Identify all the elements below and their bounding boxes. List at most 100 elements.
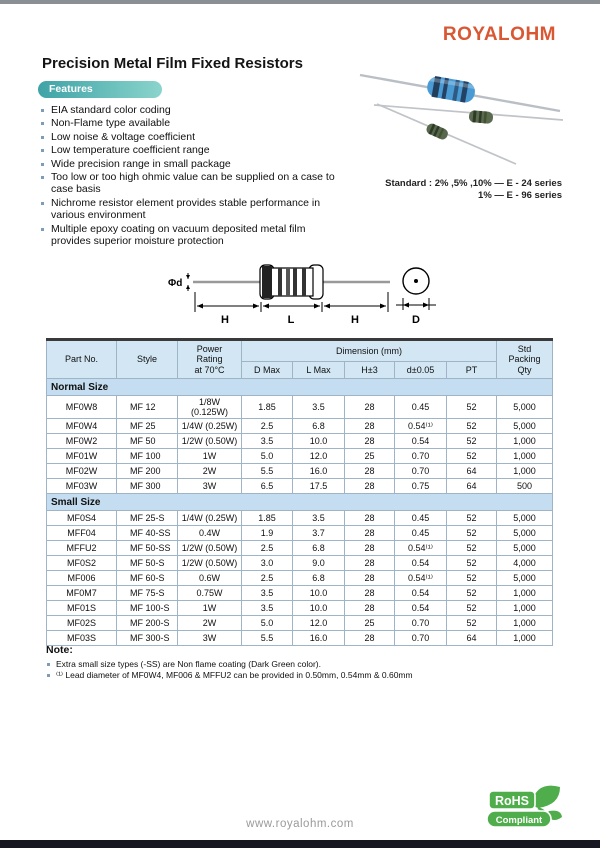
table-cell: MF03S: [46, 630, 117, 646]
table-cell: 0.54: [394, 433, 447, 449]
table-cell: MFF04: [46, 525, 117, 541]
table-cell: 0.54⁽¹⁾: [394, 540, 447, 556]
table-cell: 16.0: [292, 463, 345, 479]
table-cell: MF01W: [46, 448, 117, 464]
length-label: L: [288, 314, 295, 326]
section-label: Small Size: [46, 493, 553, 511]
table-cell: MF006: [46, 570, 117, 586]
table-cell: 0.75W: [177, 585, 242, 601]
col-header-std-packing: Std Packing Qty: [496, 339, 553, 379]
table-cell: 5,000: [496, 418, 553, 434]
h-right-label: H: [351, 314, 359, 326]
table-cell: 52: [446, 600, 497, 616]
table-cell: MF 25-S: [116, 510, 178, 526]
table-cell: 0.54: [394, 600, 447, 616]
table-cell: 2.5: [241, 418, 293, 434]
table-cell: 52: [446, 433, 497, 449]
table-cell: 52: [446, 585, 497, 601]
diameter-label: D: [412, 314, 420, 326]
table-cell: 28: [344, 630, 395, 646]
table-cell: 1.85: [241, 395, 293, 419]
table-cell: MF 300-S: [116, 630, 178, 646]
table-cell: 52: [446, 540, 497, 556]
table-cell: 1,000: [496, 615, 553, 631]
table-row: MF03S MF 300-S 3W 5.5 16.0 28 0.70 64 1,000: [46, 630, 553, 646]
table-row: MF0W8 MF 12 1/8W (0.125W) 1.85 3.5 28 0.45 52 5,…: [46, 395, 553, 419]
table-cell: MF02W: [46, 463, 117, 479]
features-list: EIA standard color coding Non-Flame type …: [40, 104, 336, 248]
table-cell: MF 40-SS: [116, 525, 178, 541]
green-resistor-body: [468, 110, 494, 124]
table-cell: 5,000: [496, 525, 553, 541]
table-cell: 0.75: [394, 478, 447, 494]
table-cell: MF 12: [116, 395, 178, 419]
table-row: MF0S2 MF 50-S 1/2W (0.50W) 3.0 9.0 28 0.54 52 4,…: [46, 555, 553, 571]
table-cell: 3.5: [241, 585, 293, 601]
table-cell: 0.45: [394, 510, 447, 526]
table-cell: 6.8: [292, 540, 345, 556]
table-cell: 1.85: [241, 510, 293, 526]
table-cell: 1/4W (0.25W): [177, 510, 242, 526]
compliant-text: Compliant: [496, 815, 543, 826]
col-header-d-max: D Max: [241, 361, 293, 379]
table-row: MF02W MF 200 2W 5.5 16.0 28 0.70 64 1,000: [46, 463, 553, 479]
table-row: MFFU2 MF 50-SS 1/2W (0.50W) 2.5 6.8 28 0.54⁽¹⁾…: [46, 540, 553, 556]
table-cell: MF 100-S: [116, 600, 178, 616]
lead-wire: [373, 104, 564, 121]
table-cell: 25: [344, 448, 395, 464]
features-badge: Features: [38, 81, 162, 98]
feature-item: Too low or too high ohmic value can be s…: [40, 171, 336, 196]
table-cell: 1/2W (0.50W): [177, 433, 242, 449]
feature-item: EIA standard color coding: [40, 104, 336, 116]
h-left-label: H: [221, 314, 229, 326]
table-cell: 10.0: [292, 600, 345, 616]
table-row: MF02S MF 200-S 2W 5.0 12.0 25 0.70 52 1,000: [46, 615, 553, 631]
table-cell: 52: [446, 418, 497, 434]
table-cell: 64: [446, 478, 497, 494]
table-cell: 5,000: [496, 540, 553, 556]
note-block: Note: Extra small size types (-SS) are N…: [46, 644, 546, 681]
table-cell: 1/2W (0.50W): [177, 555, 242, 571]
table-cell: 28: [344, 555, 395, 571]
table-cell: 0.6W: [177, 570, 242, 586]
table-row: MF01W MF 100 1W 5.0 12.0 25 0.70 52 1,000: [46, 448, 553, 464]
table-section-row: Small Size: [46, 493, 553, 511]
table-cell: MF 75-S: [116, 585, 178, 601]
table-cell: MF 200-S: [116, 615, 178, 631]
table-cell: 10.0: [292, 585, 345, 601]
table-row: MF0M7 MF 75-S 0.75W 3.5 10.0 28 0.54 52 1,000: [46, 585, 553, 601]
table-cell: 28: [344, 600, 395, 616]
table-cell: 1,000: [496, 600, 553, 616]
table-cell: 6.8: [292, 570, 345, 586]
table-cell: 3W: [177, 630, 242, 646]
table-cell: MFFU2: [46, 540, 117, 556]
table-cell: MF0W4: [46, 418, 117, 434]
table-cell: MF 100: [116, 448, 178, 464]
col-header-d-tol: d±0.05: [394, 361, 447, 379]
table-cell: 2W: [177, 615, 242, 631]
table-cell: 1W: [177, 448, 242, 464]
table-cell: 500: [496, 478, 553, 494]
table-cell: 28: [344, 585, 395, 601]
table-cell: 52: [446, 395, 497, 419]
table-cell: MF 200: [116, 463, 178, 479]
table-row: MF0S4 MF 25-S 1/4W (0.25W) 1.85 3.5 28 0.45 52 5…: [46, 510, 553, 526]
table-cell: 6.8: [292, 418, 345, 434]
table-cell: 5.0: [241, 615, 293, 631]
table-cell: MF0W8: [46, 395, 117, 419]
table-cell: 3.5: [241, 433, 293, 449]
table-cell: 1/4W (0.25W): [177, 418, 242, 434]
table-cell: 6.5: [241, 478, 293, 494]
spec-table-body: Normal Size MF0W8 MF 12 1/8W (0.125W) 1.85 3.…: [46, 378, 553, 646]
feature-item: Multiple epoxy coating on vacuum deposit…: [40, 223, 336, 248]
table-cell: 5.5: [241, 463, 293, 479]
dimension-drawing: Φd: [168, 264, 436, 326]
table-cell: MF0M7: [46, 585, 117, 601]
feature-item: Wide precision range in small package: [40, 158, 336, 170]
table-cell: 0.54⁽¹⁾: [394, 418, 447, 434]
dimension-diagram: Φd: [60, 252, 480, 335]
table-cell: 3.5: [241, 600, 293, 616]
table-cell: 28: [344, 570, 395, 586]
table-cell: 28: [344, 395, 395, 419]
